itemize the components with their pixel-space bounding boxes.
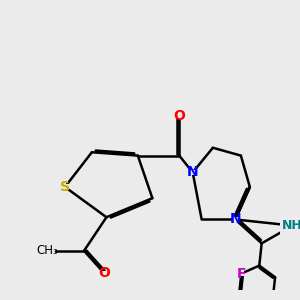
Text: S: S: [60, 180, 70, 194]
Bar: [61, 184, 69, 190]
Text: O: O: [173, 110, 185, 123]
Bar: [101, 271, 107, 276]
Text: F: F: [237, 267, 246, 280]
Text: N: N: [230, 212, 241, 226]
Bar: [238, 271, 244, 276]
Bar: [232, 217, 238, 222]
Text: NH: NH: [282, 219, 300, 232]
Bar: [288, 223, 298, 228]
Text: O: O: [98, 266, 110, 280]
Bar: [189, 169, 196, 175]
Bar: [176, 114, 182, 119]
Bar: [39, 247, 56, 255]
Text: N: N: [187, 165, 199, 179]
Text: CH₃: CH₃: [36, 244, 58, 257]
